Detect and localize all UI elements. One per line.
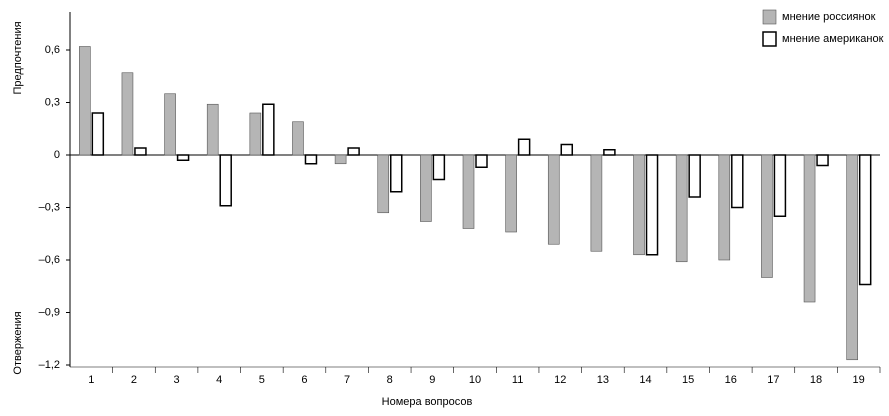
bar [389, 154, 403, 193]
bar [773, 154, 787, 217]
x-tick-label: 15 [682, 374, 694, 386]
x-tick-label: 17 [767, 374, 779, 386]
bar [675, 154, 688, 263]
bar [803, 154, 816, 303]
legend-swatch [762, 31, 777, 47]
y-tick-label: 0,3 [45, 96, 60, 108]
x-tick-label: 10 [469, 374, 481, 386]
x-tick-label: 7 [344, 374, 350, 386]
x-tick-label: 13 [597, 374, 609, 386]
x-tick-label: 5 [259, 374, 265, 386]
bar [292, 121, 304, 156]
x-tick-label: 3 [174, 374, 180, 386]
x-tick-label: 4 [216, 374, 222, 386]
bar [633, 154, 645, 256]
x-tick-label: 8 [387, 374, 393, 386]
bar [262, 103, 275, 156]
y-tick-label: –1,2 [39, 359, 60, 371]
bar [420, 154, 432, 222]
bar [462, 154, 475, 229]
x-axis-label: Номера вопросов [382, 396, 473, 408]
bar [761, 154, 773, 278]
legend-label: мнение россиянок [782, 11, 876, 23]
y-tick-label: –0,3 [39, 201, 60, 213]
x-tick-label: 18 [810, 374, 822, 386]
bar [858, 154, 872, 286]
bar [176, 154, 190, 161]
bar [79, 46, 91, 156]
bar [91, 112, 105, 156]
x-tick-label: 2 [131, 374, 137, 386]
bar [590, 154, 603, 252]
bar [505, 154, 517, 233]
bar [206, 103, 219, 156]
x-tick-label: 1 [88, 374, 94, 386]
x-tick-label: 14 [639, 374, 651, 386]
bar [347, 147, 360, 156]
y-tick-label: 0,6 [45, 44, 60, 56]
bar [219, 154, 232, 207]
bar [560, 143, 574, 156]
x-tick-label: 12 [554, 374, 566, 386]
legend-swatch [762, 9, 777, 25]
y-tick-label: 0 [54, 149, 60, 161]
bar [688, 154, 701, 198]
bar [846, 154, 858, 361]
bar [645, 154, 659, 256]
bar [547, 154, 560, 245]
bar [475, 154, 488, 168]
bar [164, 93, 176, 156]
x-tick-label: 6 [301, 374, 307, 386]
bar [816, 154, 829, 167]
y-tick-label: –0,9 [39, 306, 60, 318]
x-tick-label: 9 [429, 374, 435, 386]
bar [121, 72, 134, 156]
bar [304, 154, 318, 165]
legend-label: мнение американок [782, 33, 884, 45]
bar [603, 149, 616, 156]
y-tick-label: –0,6 [39, 254, 60, 266]
bar [334, 154, 347, 165]
bar [432, 154, 446, 181]
y-annotation: Предпочтения [12, 21, 24, 94]
bar [377, 154, 390, 214]
bar [731, 154, 744, 209]
bar [249, 112, 262, 156]
bar [718, 154, 731, 261]
bar [134, 147, 147, 156]
x-tick-label: 16 [725, 374, 737, 386]
bar [517, 138, 531, 156]
x-tick-label: 11 [512, 374, 523, 386]
x-tick-label: 19 [853, 374, 865, 386]
y-annotation: Отвержения [12, 311, 24, 374]
